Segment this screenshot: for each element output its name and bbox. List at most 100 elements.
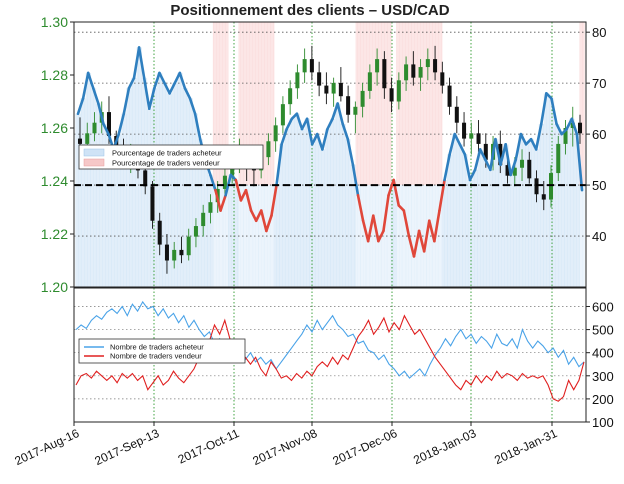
short-area-bar: [370, 22, 377, 186]
positioning-segment: [422, 219, 431, 253]
positioning-segment: [249, 209, 258, 223]
legend-label-long: Pourcentage de traders acheteur: [112, 149, 222, 158]
long-area-bar: [187, 98, 193, 287]
candle-up: [280, 104, 285, 126]
long-area-bar: [533, 149, 540, 287]
positioning-segment: [366, 214, 375, 243]
positioning-segment: [382, 193, 390, 233]
positioning-segment: [219, 193, 227, 212]
candle-up: [418, 67, 423, 78]
positioning-segment: [209, 173, 217, 192]
positioning-segment: [555, 122, 563, 136]
positioning-segment: [519, 132, 528, 146]
long-area-bar: [238, 185, 244, 287]
candle-up: [375, 59, 380, 73]
long-area-bar: [217, 185, 224, 287]
candle-down: [541, 194, 546, 200]
long-area-bar: [329, 118, 336, 287]
candle-up: [302, 59, 307, 73]
long-area-bar: [116, 134, 122, 287]
candle-up: [288, 88, 293, 105]
long-area-bar: [304, 118, 310, 287]
positioning-segment: [377, 229, 385, 243]
positioning-segment: [122, 86, 131, 116]
candle-down: [447, 85, 452, 107]
long-area-bar: [564, 129, 570, 287]
pct-tick-label: 70: [592, 76, 606, 91]
positioning-segment: [407, 234, 416, 258]
price-tick-label: 1.28: [41, 67, 68, 83]
positioning-segment: [285, 117, 294, 131]
short-area-bar: [217, 22, 224, 186]
long-area-bar: [574, 134, 580, 287]
positioning-segment: [295, 112, 304, 131]
positioning-segment: [453, 132, 462, 146]
long-area-bar: [401, 185, 407, 287]
positioning-segment: [336, 102, 345, 126]
positioning-segment: [489, 137, 497, 172]
price-tick-label: 1.20: [41, 279, 68, 295]
positioning-segment: [193, 112, 202, 141]
positioning-segment: [433, 209, 441, 243]
short-area-bar: [355, 22, 361, 186]
positioning-segment: [448, 132, 457, 156]
candle-down: [433, 59, 438, 73]
long-area-bar: [85, 72, 92, 287]
long-area-bar: [253, 185, 260, 287]
long-area-bar: [477, 149, 484, 287]
long-area-bar: [447, 154, 453, 287]
long-area-bar: [273, 185, 280, 287]
positioning-segment: [550, 97, 558, 126]
positioning-segment: [539, 92, 548, 126]
positioning-segment: [117, 112, 126, 136]
long-area-bar: [340, 123, 346, 287]
long-area-bar: [553, 123, 560, 287]
candle-down: [483, 143, 488, 160]
positioning-segment: [214, 188, 222, 212]
positioning-line: [74, 46, 586, 258]
positioning-segment: [514, 132, 523, 161]
positioning-segment: [468, 168, 477, 182]
short-area-bar: [406, 22, 412, 186]
candle-up: [512, 167, 517, 176]
long-area-bar: [518, 134, 524, 287]
positioning-segment: [331, 102, 339, 121]
candle-up: [520, 159, 525, 168]
long-area-bar: [436, 185, 443, 287]
price-tick-label: 1.24: [41, 173, 68, 189]
positioning-segment: [504, 143, 513, 177]
positioning-segment: [412, 229, 421, 258]
positioning-segment: [458, 143, 467, 156]
positioning-segment: [244, 188, 253, 212]
long-area-bar: [319, 149, 326, 287]
candle-down: [338, 82, 343, 97]
long-area-bar: [289, 118, 295, 287]
candle-up: [353, 106, 358, 115]
positioning-segment: [178, 71, 187, 90]
long-area-bar: [95, 103, 102, 288]
long-area-bar: [523, 144, 529, 287]
price-tick-label: 1.26: [41, 120, 68, 136]
long-area-bar: [391, 179, 397, 287]
long-area-bar: [508, 174, 514, 287]
positioning-segment: [326, 117, 334, 131]
long-area-bar: [457, 144, 463, 287]
candle-up: [92, 122, 97, 134]
positioning-segment: [534, 122, 543, 151]
long-area-bar: [111, 149, 117, 287]
short-area-bar: [212, 22, 219, 186]
pct-tick-label: 60: [592, 127, 606, 142]
long-area-bar: [207, 174, 214, 287]
candle-up: [404, 64, 409, 81]
positioning-segment: [351, 163, 360, 197]
count-tick-label: 100: [592, 415, 614, 430]
short-area-bar: [579, 22, 585, 186]
positioning-segment: [346, 137, 355, 166]
positioning-segment: [188, 97, 197, 116]
positioning-segment: [443, 153, 451, 182]
legend-swatch-short: [83, 158, 105, 167]
long-area-bar: [543, 93, 550, 287]
candle-down: [382, 59, 387, 89]
short-area-bar: [431, 22, 438, 186]
